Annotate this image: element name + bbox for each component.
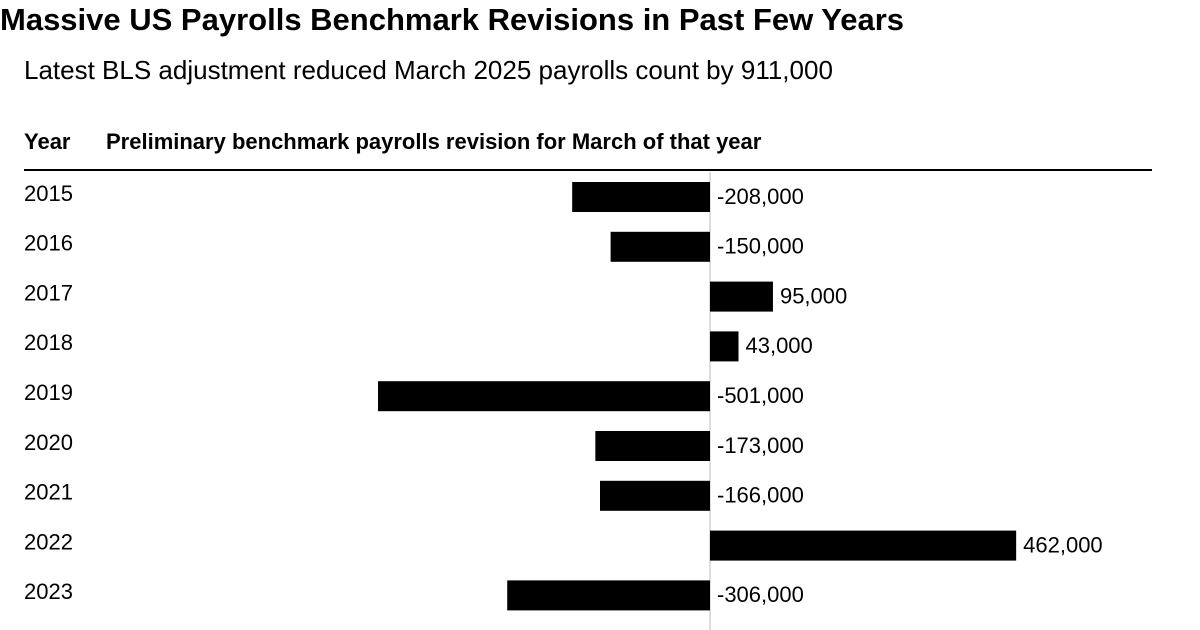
- bar: [710, 331, 739, 362]
- value-label: -150,000: [717, 234, 804, 259]
- chart-title: Massive US Payrolls Benchmark Revisions …: [0, 2, 904, 37]
- category-label: 2016: [24, 231, 73, 256]
- value-label: -166,000: [717, 483, 804, 508]
- category-label: 2015: [24, 181, 73, 206]
- bar: [572, 182, 710, 212]
- category-header: Year: [24, 129, 71, 154]
- bar: [610, 231, 710, 262]
- category-label: 2022: [24, 529, 73, 554]
- value-label: -173,000: [717, 433, 804, 458]
- bar: [378, 381, 710, 412]
- category-label: 2018: [24, 330, 73, 355]
- value-label: 462,000: [1023, 532, 1103, 557]
- category-label: 2021: [24, 480, 73, 505]
- value-label: 43,000: [745, 333, 812, 358]
- category-label: 2020: [24, 430, 73, 455]
- bar: [710, 530, 1017, 561]
- value-header: Preliminary benchmark payrolls revision …: [106, 129, 762, 154]
- category-label: 2019: [24, 380, 73, 405]
- bar: [710, 281, 773, 312]
- bar: [507, 580, 710, 611]
- value-label: 95,000: [780, 283, 847, 308]
- bar: [595, 431, 710, 461]
- value-label: -501,000: [717, 383, 804, 408]
- value-label: -208,000: [717, 184, 804, 209]
- category-label: 2017: [24, 280, 73, 305]
- category-label: 2023: [24, 579, 73, 604]
- value-label: -306,000: [717, 582, 804, 607]
- bar: [599, 480, 710, 511]
- chart-subtitle: Latest BLS adjustment reduced March 2025…: [24, 55, 833, 85]
